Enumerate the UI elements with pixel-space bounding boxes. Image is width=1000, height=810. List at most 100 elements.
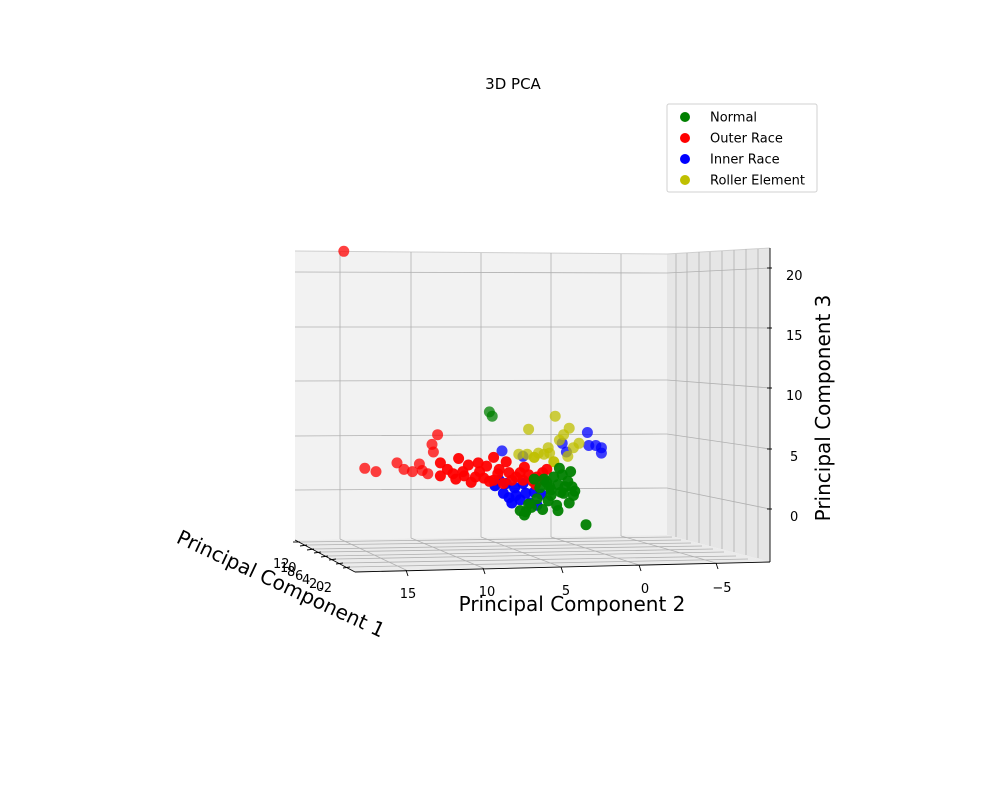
point-outer-race: [453, 453, 465, 464]
point-outer-race: [474, 466, 486, 478]
point-outer-race: [398, 463, 410, 475]
point-outer-race: [434, 470, 446, 482]
pc1-tick-mark: [313, 551, 322, 554]
pc2-tick-mark: [638, 564, 642, 572]
point-normal: [544, 481, 556, 493]
pc1-tick-label: 8: [287, 565, 295, 580]
point-normal: [542, 495, 554, 507]
side-pane: [667, 248, 770, 562]
point-inner-race: [496, 445, 508, 457]
point-outer-race: [518, 461, 530, 473]
point-outer-race: [497, 478, 509, 489]
point-outer-race: [500, 456, 512, 468]
floor-grid-x-8: [313, 542, 692, 550]
side-grid-z-20: [666, 267, 771, 274]
legend-marker-inner-race: [680, 154, 690, 164]
legend: Normal Outer Race Inner Race Roller Elem…: [666, 103, 818, 193]
point-outer-race: [450, 473, 462, 485]
pc1-tick-label: 2: [309, 577, 317, 592]
pc1-tick-mark: [328, 558, 337, 561]
pc1-tick-mark: [306, 548, 315, 551]
point-outer-race: [441, 463, 453, 475]
point-outer-race: [359, 462, 371, 474]
legend-label-normal: Normal: [710, 111, 757, 126]
pc1-ticks: 12 10 8 6 4 2 0 -2: [273, 541, 351, 596]
pc2-tick-label: 0: [641, 582, 649, 597]
pc1-tick-mark: [320, 555, 329, 558]
pc1-tick-label: 4: [302, 573, 310, 588]
point-normal: [552, 505, 564, 517]
pc2-tick-mark: [715, 562, 719, 570]
pc3-tick-label: 15: [786, 329, 803, 344]
point-normal: [555, 486, 567, 498]
pc2-tick-label: −5: [712, 581, 731, 596]
floor-grid-x-4: [327, 548, 714, 557]
point-outer-race: [338, 245, 350, 257]
pane-top-edge: [294, 247, 771, 255]
point-roller-element: [523, 423, 535, 435]
pc1-tick-label: -2: [319, 581, 332, 596]
pc2-axis-label: Principal Component 2: [459, 592, 686, 616]
floor-grid-y-10: [410, 537, 484, 569]
pc3-tick-label: 5: [790, 450, 798, 465]
pc2-tick-mark: [482, 567, 486, 575]
point-normal: [553, 462, 565, 474]
point-normal: [528, 473, 540, 485]
point-inner-race: [583, 440, 595, 451]
point-inner-race: [581, 427, 593, 438]
point-outer-race: [488, 451, 500, 463]
legend-label-outer-race: Outer Race: [710, 132, 783, 147]
point-normal: [537, 504, 549, 515]
pc2-tick-mark: [405, 569, 409, 577]
legend-box: [666, 103, 818, 193]
point-normal: [580, 519, 592, 531]
pc3-ticks: 20 15 10 5 0: [767, 267, 803, 525]
point-outer-race: [432, 429, 444, 441]
point-roller-element: [567, 442, 579, 454]
pc1-tick-mark: [335, 562, 344, 565]
point-outer-race: [493, 463, 505, 475]
side-pane-grid: [666, 249, 771, 558]
point-outer-race: [472, 457, 484, 469]
pc1-tick-label: 12: [273, 557, 290, 572]
point-outer-race: [541, 463, 553, 475]
pc1-tick-label: 0: [316, 580, 324, 595]
floor-grid-x-6: [320, 545, 703, 553]
floor-grid-x-minus2: [349, 558, 749, 568]
point-roller-element: [544, 447, 556, 459]
side-grid-z-15: [666, 326, 771, 329]
pc2-tick-label: 10: [479, 585, 496, 600]
pc2-tick-label: 5: [562, 584, 570, 599]
legend-marker-outer-race: [680, 133, 690, 143]
point-outer-race: [416, 465, 428, 476]
point-roller-element: [558, 429, 570, 441]
point-inner-race: [506, 497, 518, 509]
pc2-tick-label: 15: [400, 587, 417, 602]
pc3-tick-label: 10: [786, 389, 803, 404]
point-roller-element: [513, 448, 525, 460]
chart-title: 3D PCA: [485, 75, 541, 93]
point-outer-race: [391, 457, 403, 469]
point-inner-race: [595, 447, 607, 459]
scatter-points: [338, 245, 607, 531]
point-inner-race: [520, 487, 532, 499]
floor-grid-y-5: [480, 536, 562, 568]
point-outer-race: [465, 476, 477, 488]
pc3-axis-label: Principal Component 3: [811, 295, 835, 522]
pc1-tick-mark: [299, 544, 308, 547]
legend-marker-roller-element: [680, 175, 690, 185]
back-pane-grid: [294, 252, 668, 539]
point-normal: [565, 466, 577, 478]
side-grid-z-5: [666, 433, 771, 450]
point-normal: [531, 493, 543, 505]
legend-label-roller-element: Roller Element: [710, 174, 805, 189]
point-outer-race: [427, 446, 439, 458]
point-outer-race: [510, 471, 522, 483]
point-outer-race: [370, 466, 382, 478]
point-roller-element: [562, 450, 574, 462]
legend-marker-normal: [680, 112, 690, 122]
point-outer-race: [488, 474, 500, 486]
floor-grid-x-10: [306, 539, 682, 546]
floor-pane-grid: [299, 535, 749, 571]
